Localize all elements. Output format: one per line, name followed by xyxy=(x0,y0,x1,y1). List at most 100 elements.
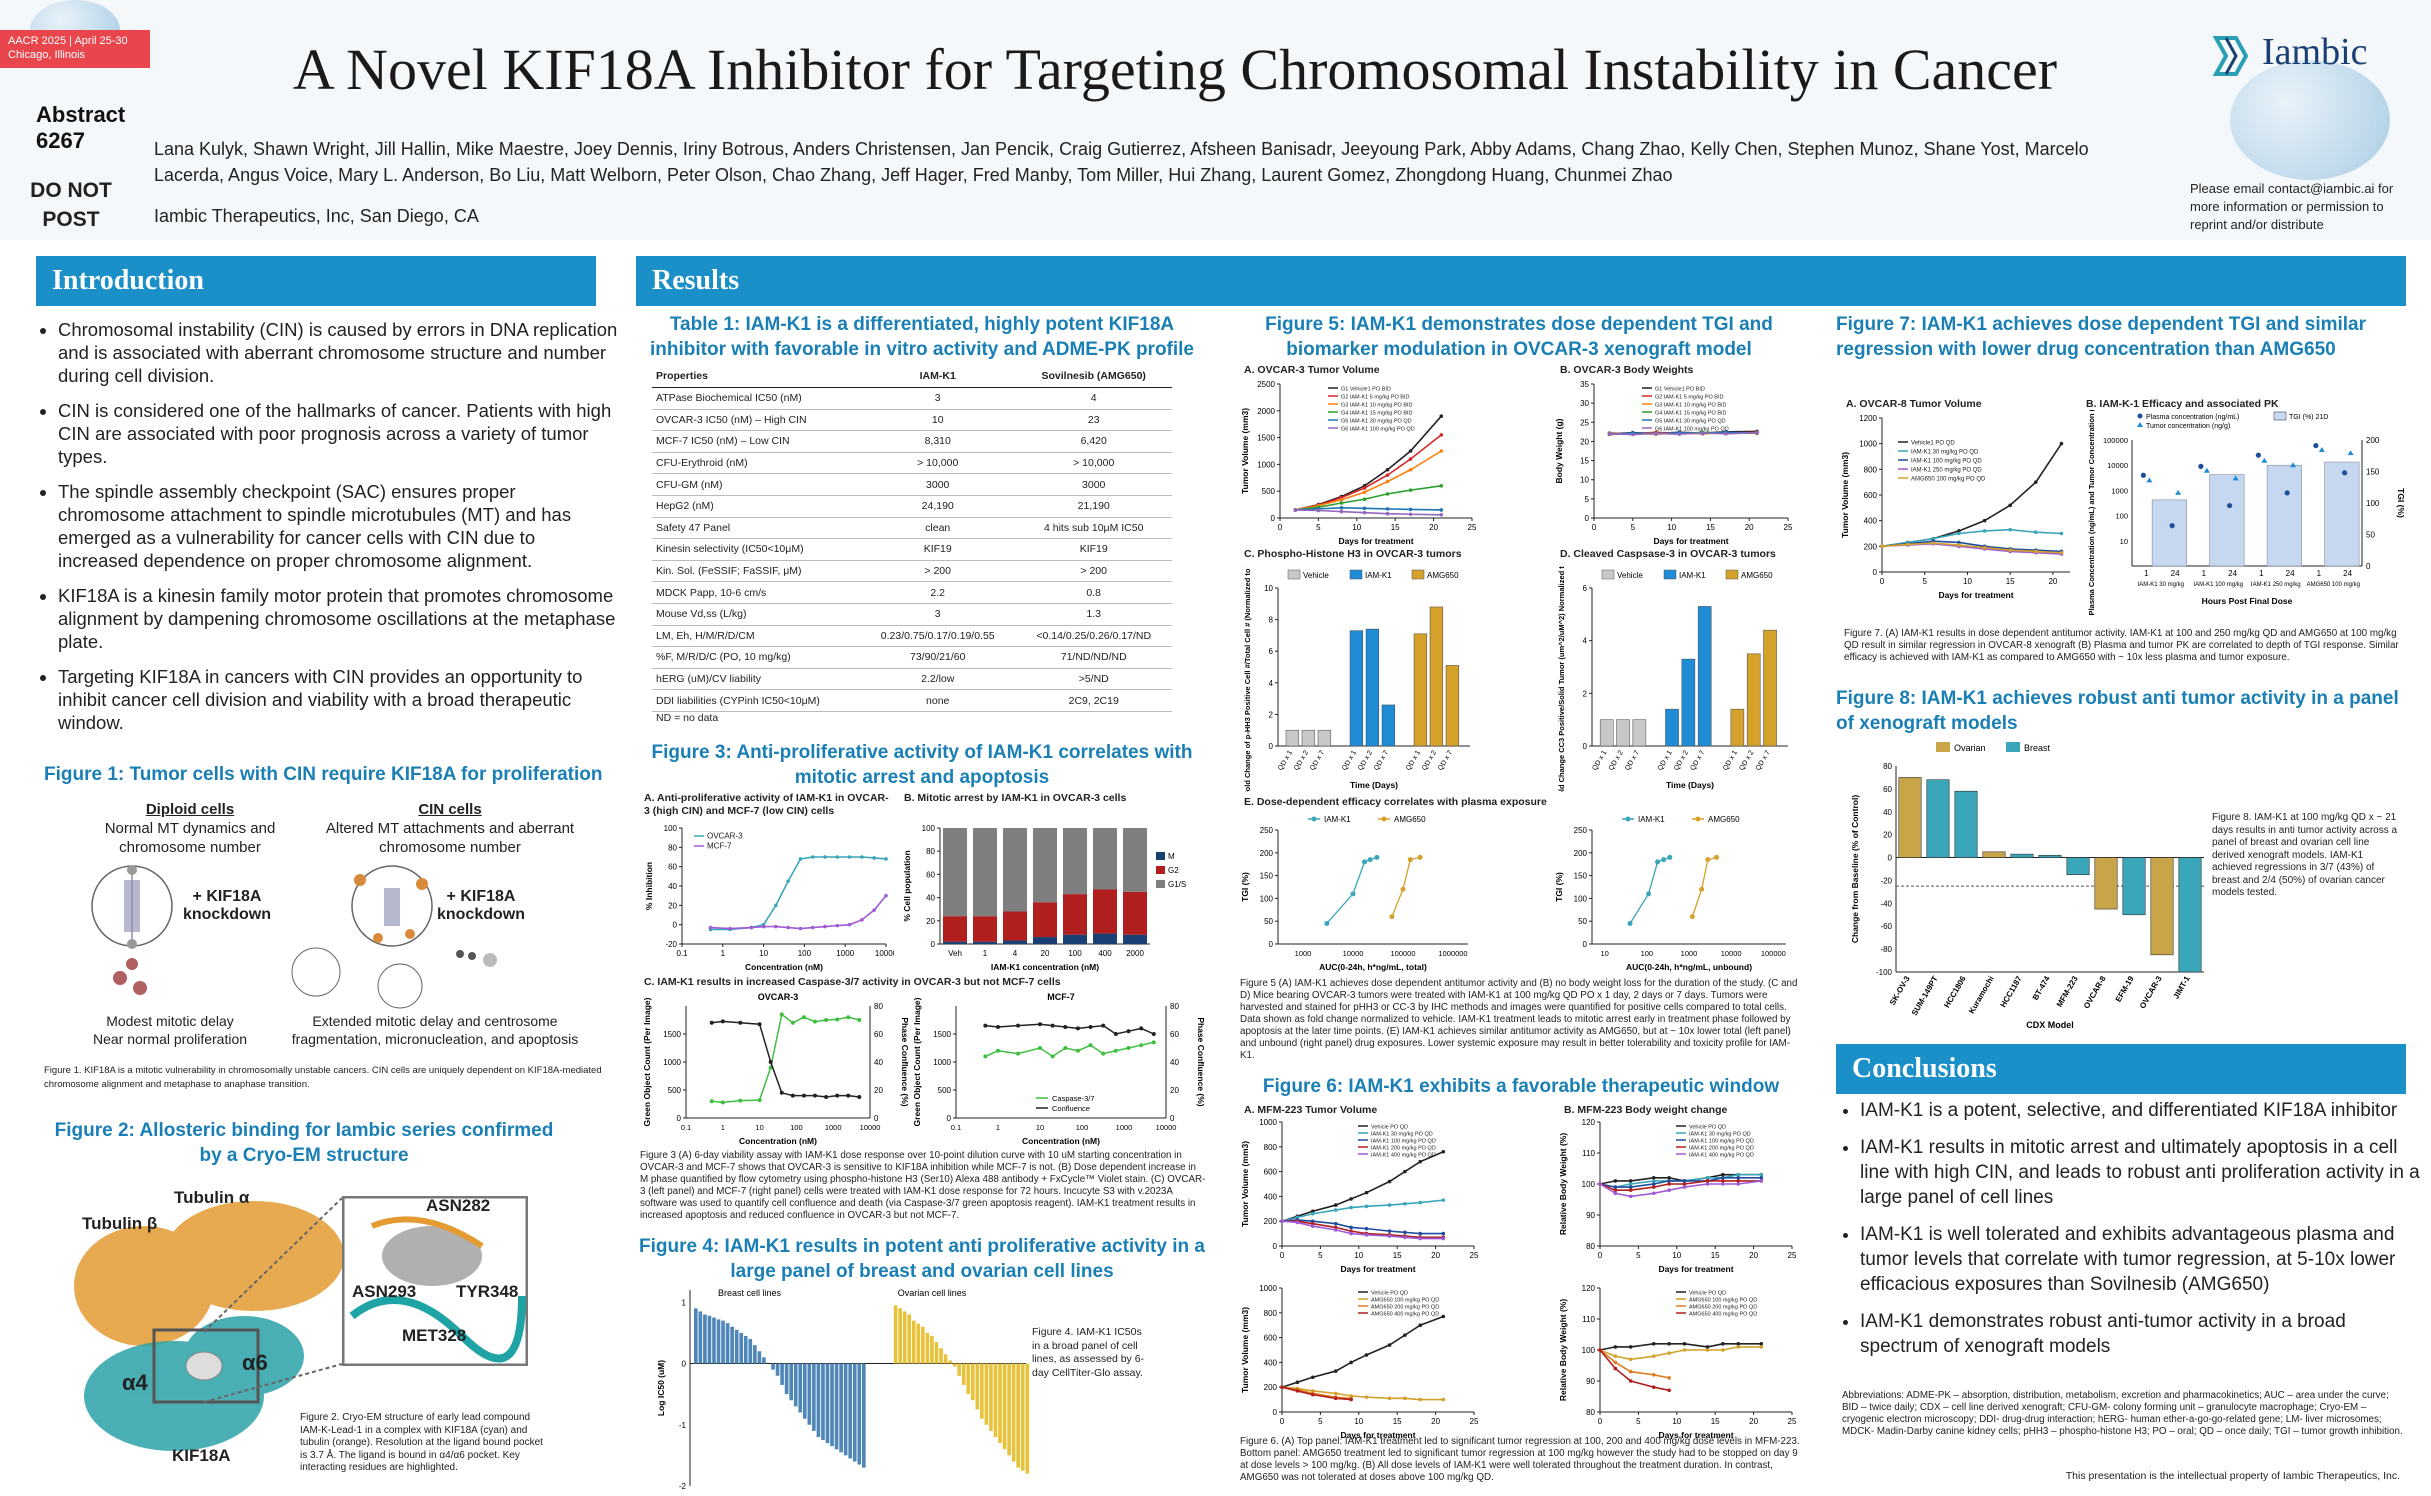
cin-heading: CIN cells xyxy=(418,801,482,818)
y-tick-label: 0 xyxy=(1271,514,1276,523)
y-axis-label: % Cell population xyxy=(902,850,912,921)
x-tick-label: 0 xyxy=(1280,1417,1285,1426)
x-tick-label: 24 xyxy=(2171,569,2180,578)
data-point xyxy=(728,926,732,931)
data-point xyxy=(1403,1235,1407,1240)
stacked-bar-segment xyxy=(1033,937,1057,944)
table-cell: 23 xyxy=(1015,409,1172,432)
y-tick-label: 1000 xyxy=(1259,1284,1277,1293)
y-tick-label: 800 xyxy=(1264,1143,1278,1152)
y-tick-label: -20 xyxy=(665,940,677,949)
table-cell: > 200 xyxy=(860,560,1016,583)
data-point xyxy=(1439,508,1444,512)
y2-tick-label: 50 xyxy=(2366,531,2375,540)
data-point xyxy=(1310,1224,1315,1228)
waterfall-bar xyxy=(703,1314,707,1364)
data-point xyxy=(1408,507,1413,512)
waterfall-bar xyxy=(993,1363,998,1437)
data-point xyxy=(1759,1179,1764,1183)
data-point xyxy=(1613,1185,1618,1189)
data-point xyxy=(1126,1046,1131,1050)
residue-met328: MET328 xyxy=(402,1326,467,1345)
x-tick-label: 1000 xyxy=(1116,1123,1133,1132)
data-point xyxy=(1063,1046,1068,1050)
data-point xyxy=(1724,431,1728,436)
x-axis-label: Days for treatment xyxy=(1340,1430,1415,1440)
data-point xyxy=(847,922,852,927)
knockdown-label-cin: + KIF18A knockdown xyxy=(436,888,525,923)
y-tick-label: 1200 xyxy=(1859,414,1877,423)
data-point xyxy=(1350,891,1356,897)
data-point xyxy=(1439,449,1444,453)
data-point xyxy=(1651,1176,1656,1180)
data-point xyxy=(1736,1176,1741,1180)
y2-tick-label: 200 xyxy=(2366,436,2380,445)
waterfall-bar xyxy=(825,1363,830,1444)
x-axis-label: Concentration (nM) xyxy=(745,962,823,972)
waterfall-bar xyxy=(893,1305,898,1364)
legend-label: AMG650 400 mg/kg PO QD xyxy=(1689,1312,1757,1318)
x-tick-label: QD x 2 xyxy=(1673,749,1690,771)
stacked-bar-segment xyxy=(1123,828,1147,892)
waterfall-bar xyxy=(721,1320,725,1364)
legend-label: AMG650 xyxy=(1708,815,1740,824)
fig4-waterfall-chart: -2 -1 0 1 Log IC50 (uM) Breast cell lines Ovar… xyxy=(656,1288,1030,1491)
data-point xyxy=(1667,1182,1671,1186)
y-tick-label: 0 xyxy=(1269,742,1274,751)
series-line xyxy=(1691,856,1717,917)
y-tick-label: 0 xyxy=(1583,940,1588,949)
y-tick-label: 200 xyxy=(1264,1383,1278,1392)
data-point xyxy=(1613,1366,1618,1371)
y-tick-label: 50 xyxy=(1578,917,1587,926)
data-point xyxy=(1310,1392,1315,1397)
data-point xyxy=(1403,1396,1407,1401)
data-point xyxy=(1400,886,1406,892)
data-point xyxy=(1682,1182,1687,1186)
data-point xyxy=(1627,920,1633,926)
bar xyxy=(2150,857,2174,956)
legend-label: AMG650 100 mg/kg PO QD xyxy=(1371,1298,1439,1304)
data-point xyxy=(1362,510,1367,515)
data-point xyxy=(1759,1345,1764,1349)
data-point xyxy=(1387,1203,1392,1207)
waterfall-bar xyxy=(1025,1363,1030,1474)
y-tick-label: 60 xyxy=(668,863,677,872)
figure7-panel-b-label: B. IAM-K-1 Efficacy and associated PK xyxy=(2086,398,2279,410)
data-point xyxy=(1736,1179,1741,1183)
data-point xyxy=(1349,1197,1353,1201)
series-line xyxy=(710,856,887,931)
data-point xyxy=(1613,1188,1618,1192)
list-item: The spindle assembly checkpoint (SAC) en… xyxy=(58,480,618,572)
x-tick-label: 10 xyxy=(1667,523,1676,532)
waterfall-bar xyxy=(789,1363,793,1401)
chart-title: MCF-7 xyxy=(1047,992,1075,1002)
legend-swatch xyxy=(1349,569,1363,580)
y-tick-label: 8 xyxy=(1269,616,1274,625)
data-point xyxy=(1295,1220,1300,1225)
y2-tick-label: 40 xyxy=(874,1058,883,1067)
residue-tyr348: TYR348 xyxy=(456,1282,519,1301)
x-tick-label: 100 xyxy=(790,1123,803,1132)
data-point xyxy=(738,1020,743,1025)
tubulin-alpha-label: Tubulin α xyxy=(174,1188,250,1207)
legend-swatch xyxy=(1156,880,1165,888)
data-point xyxy=(983,1023,988,1028)
y-axis-label: Green Object Count (Per Image) xyxy=(642,997,652,1126)
data-point xyxy=(1364,1204,1369,1209)
cin-outcome: Extended mitotic delay and centrosome fr… xyxy=(291,1013,579,1047)
table-cell: OVCAR-3 IC50 (nM) – High CIN xyxy=(652,409,860,432)
data-point xyxy=(1651,1185,1656,1189)
data-point xyxy=(884,857,888,861)
bar xyxy=(1697,606,1712,747)
waterfall-bar xyxy=(943,1354,948,1364)
y-tick-label: 200 xyxy=(1264,1217,1278,1226)
y-tick-label: 90 xyxy=(1586,1377,1595,1386)
legend-label: IAM-K1 xyxy=(1638,815,1665,824)
series-line xyxy=(1881,542,2062,554)
waterfall-bar xyxy=(812,1363,816,1431)
data-point xyxy=(2034,549,2038,554)
data-point xyxy=(1957,531,1961,536)
data-point xyxy=(1441,1149,1446,1154)
x-tick-label: 15 xyxy=(1711,1417,1720,1426)
legend-label: IAM-K1 30 mg/kg PO QD xyxy=(1371,1132,1433,1138)
